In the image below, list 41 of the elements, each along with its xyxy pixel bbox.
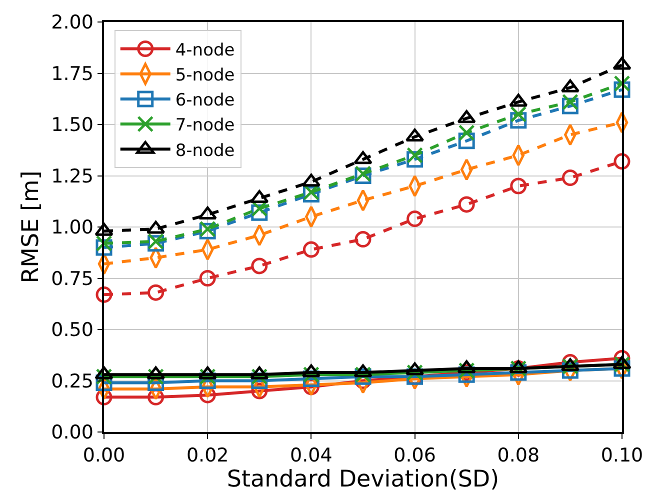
legend-label: 8-node (175, 140, 235, 161)
point (406, 147, 424, 164)
x-axis-title: Standard Deviation(SD) (226, 466, 500, 493)
point (458, 196, 475, 213)
legend-label: 4-node (175, 40, 235, 60)
point (250, 190, 269, 204)
point (614, 75, 630, 92)
legend-label: 5-node (175, 65, 235, 86)
x-tick-label: 0.06 (394, 444, 436, 467)
point (562, 170, 578, 186)
legend-label: 7-node (175, 116, 235, 136)
point (562, 94, 578, 110)
y-axis-title: RMSE [m] (18, 170, 44, 284)
x-tick-label: 0.04 (290, 444, 332, 467)
point (510, 178, 527, 194)
point (96, 235, 112, 252)
y-tick-label: 1.50 (51, 114, 94, 136)
y-tick-label: 0.75 (51, 268, 94, 290)
point (148, 284, 164, 301)
y-tick-label: 2.00 (51, 12, 94, 34)
y-tick-label: 1.75 (51, 62, 94, 85)
y-tick-label: 0.00 (51, 422, 94, 444)
y-tick-label: 1.25 (51, 165, 94, 188)
x-tick-label: 0.08 (497, 444, 540, 467)
point (614, 81, 630, 98)
legend-label: 6-node (175, 90, 235, 111)
x-tick-label: 0.02 (186, 444, 229, 467)
y-tick-label: 1.00 (51, 216, 94, 239)
point (406, 210, 424, 228)
point (614, 153, 630, 170)
x-tick-label: 0.10 (600, 444, 644, 467)
point (510, 106, 527, 122)
point (354, 231, 372, 248)
y-tick-label: 0.50 (51, 319, 94, 342)
point (199, 270, 216, 286)
point (458, 124, 475, 141)
y-tick-label: 0.25 (51, 370, 94, 392)
point (96, 286, 112, 303)
x-tick-label: 0.00 (82, 444, 126, 467)
point (251, 258, 268, 274)
point (302, 241, 320, 258)
